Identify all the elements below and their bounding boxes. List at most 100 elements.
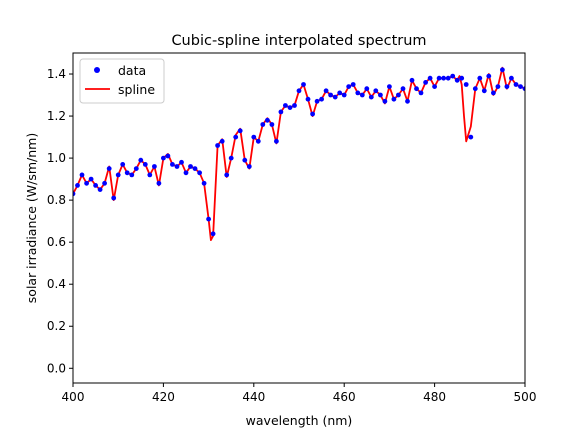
data-point — [450, 73, 456, 79]
data-point — [124, 170, 130, 176]
data-point — [500, 67, 505, 73]
data-point — [472, 86, 478, 92]
data-point — [246, 164, 252, 169]
data-point — [287, 105, 293, 110]
data-point — [133, 166, 139, 172]
data-point — [93, 183, 98, 188]
data-point — [192, 166, 198, 172]
data-point — [418, 90, 424, 96]
data-point — [328, 92, 333, 98]
data-point — [224, 172, 230, 178]
x-tick-label: 440 — [242, 390, 265, 404]
data-point — [197, 170, 203, 176]
data-point — [301, 82, 306, 87]
data-point — [355, 90, 361, 96]
legend-label-data: data — [118, 63, 146, 78]
data-point — [459, 75, 465, 81]
data-point — [427, 75, 433, 81]
data-point — [350, 82, 356, 87]
data-point — [414, 86, 419, 92]
y-tick-label: 0.0 — [47, 361, 66, 375]
data-point — [504, 84, 510, 89]
data-point — [337, 90, 343, 96]
y-tick-label: 1.4 — [47, 67, 66, 81]
data-point — [518, 84, 523, 89]
data-point — [102, 180, 107, 186]
data-point — [106, 166, 112, 172]
data-point — [237, 128, 243, 134]
data-point — [206, 216, 212, 222]
data-point — [174, 164, 180, 169]
y-tick-label: 0.6 — [47, 235, 66, 249]
data-point — [233, 134, 239, 140]
data-point — [120, 162, 126, 167]
data-point — [210, 231, 216, 237]
data-point — [409, 77, 415, 83]
legend: data spline — [79, 58, 165, 104]
data-point — [495, 84, 501, 89]
data-point — [364, 86, 370, 92]
data-point — [138, 157, 144, 163]
data-point — [454, 77, 460, 83]
data-point — [260, 122, 266, 127]
data-point — [396, 92, 401, 98]
data-point — [346, 84, 352, 89]
data-point — [509, 75, 514, 81]
legend-box — [79, 58, 165, 104]
x-tick-label: 480 — [423, 390, 446, 404]
y-tick-label: 1.0 — [47, 151, 66, 165]
data-point — [97, 187, 103, 193]
data-point — [359, 92, 365, 98]
data-point — [278, 109, 284, 115]
data-point — [373, 88, 379, 94]
y-axis-label: solar irradiance (W/sm/nm) — [24, 133, 39, 303]
data-point — [165, 153, 171, 159]
data-point — [183, 170, 189, 176]
data-point — [142, 162, 148, 167]
data-point — [129, 172, 135, 178]
data-point — [152, 164, 157, 169]
data-point — [382, 98, 388, 104]
x-axis-label: wavelength (nm) — [246, 413, 353, 428]
data-point — [341, 92, 347, 98]
data-point — [283, 103, 288, 108]
data-point — [305, 96, 311, 102]
data-point — [228, 155, 234, 161]
data-point — [251, 134, 257, 140]
data-point — [255, 138, 261, 144]
data-point — [323, 88, 329, 94]
data-point — [219, 138, 225, 144]
data-point — [332, 94, 338, 100]
data-point — [391, 96, 397, 102]
data-point — [296, 88, 302, 94]
data-point — [84, 180, 89, 186]
data-point — [477, 75, 483, 81]
data-point — [314, 98, 320, 104]
x-tick-label: 400 — [62, 390, 85, 404]
y-tick-label: 0.4 — [47, 277, 66, 291]
plot-area — [73, 66, 525, 241]
legend-label-spline: spline — [118, 82, 155, 97]
y-tick-label: 1.2 — [47, 109, 66, 123]
data-point — [432, 84, 437, 89]
y-tick-label: 0.8 — [47, 193, 66, 207]
data-point — [423, 80, 428, 85]
data-point — [405, 98, 410, 104]
data-point — [111, 195, 117, 201]
data-point — [486, 73, 492, 79]
legend-marker-data — [94, 67, 100, 73]
data-point — [481, 88, 487, 94]
data-point — [463, 82, 469, 87]
axis-ticks: 400 420 440 460 480 500 0.0 0.2 0.4 0.6 0.8 1.0 1.2 1… — [47, 67, 537, 404]
data-point — [513, 82, 519, 87]
data-point — [269, 122, 275, 127]
data-point — [242, 157, 248, 163]
data-point — [310, 111, 315, 117]
data-point — [188, 164, 193, 169]
data-point — [115, 172, 121, 178]
data-point — [400, 86, 406, 92]
data-point — [215, 143, 221, 148]
data-point — [319, 96, 324, 102]
data-point — [436, 75, 442, 81]
